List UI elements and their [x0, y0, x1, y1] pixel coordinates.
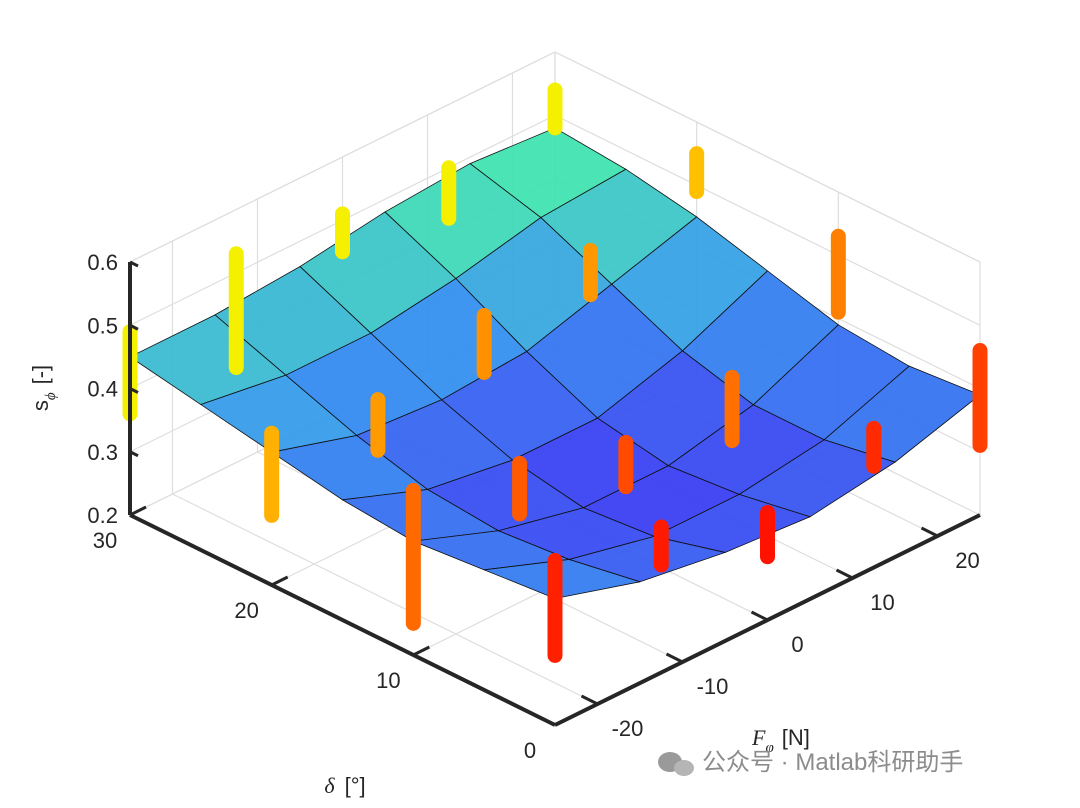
- z-title-main: s: [28, 400, 53, 411]
- tick-mark: [270, 575, 289, 587]
- plot-area: 0.2 0.3 0.4 0.5 0.6 0 10 20 30 -20 -10 0 10 20 sϕ [-] δ […: [28, 51, 988, 798]
- z-tick-label: 0.5: [87, 313, 118, 338]
- tick-mark: [835, 568, 854, 580]
- z-title-sub: ϕ: [43, 392, 59, 400]
- tick-mark: [129, 450, 139, 458]
- box-edge: [129, 51, 556, 263]
- x-axis-title: Fφ [N]: [751, 725, 810, 756]
- x-title-main: F: [751, 725, 766, 750]
- y-title-unit: [°]: [345, 773, 366, 798]
- tick-mark: [129, 323, 139, 331]
- watermark: 公众号 · Matlab科研助手: [658, 749, 963, 776]
- x-tick-label: -20: [612, 716, 644, 741]
- y-tick-label: 30: [93, 528, 117, 553]
- z-tick-label: 0.3: [87, 440, 118, 465]
- y-tick-label: 0: [524, 738, 536, 763]
- x-tick-label: 10: [870, 590, 894, 615]
- watermark-icon: [674, 760, 694, 776]
- grid-line: [172, 493, 598, 705]
- y-tick-label: 20: [234, 598, 258, 623]
- z-tick-label: 0.2: [87, 503, 118, 528]
- y-axis-title: δ [°]: [324, 773, 365, 798]
- z-tick-label: 0.6: [87, 250, 118, 275]
- z-tick-label: 0.4: [87, 377, 118, 402]
- tick-mark: [129, 387, 139, 394]
- x-tick-label: 20: [955, 548, 979, 573]
- tick-mark: [665, 652, 684, 664]
- tick-mark: [412, 645, 431, 657]
- tick-mark: [750, 610, 769, 622]
- x-title-unit: [N]: [782, 725, 810, 750]
- tick-mark: [129, 260, 139, 268]
- tick-mark: [580, 694, 599, 706]
- y-tick-label: 10: [376, 668, 400, 693]
- x-tick-label: -10: [697, 674, 729, 699]
- x-title-sub: φ: [765, 740, 773, 756]
- y-title-main: δ: [324, 773, 335, 798]
- tick-mark: [554, 715, 572, 727]
- watermark-text: 公众号 · Matlab科研助手: [702, 749, 963, 776]
- z-title-unit: [-]: [28, 365, 53, 385]
- box-edge: [554, 51, 981, 263]
- tick-mark: [129, 505, 147, 517]
- x-tick-label: 0: [791, 632, 803, 657]
- z-axis-title: sϕ [-]: [28, 365, 59, 411]
- grid-line: [554, 114, 981, 326]
- y-axis: [129, 513, 556, 727]
- tick-mark: [920, 526, 939, 538]
